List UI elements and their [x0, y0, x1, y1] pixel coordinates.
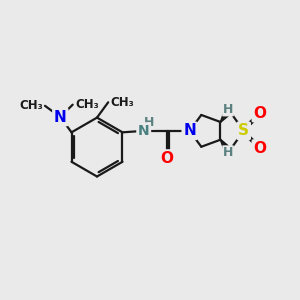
Text: H: H: [223, 103, 233, 116]
Text: H: H: [223, 146, 233, 159]
Polygon shape: [220, 140, 229, 152]
Text: N: N: [183, 123, 196, 138]
Polygon shape: [220, 110, 229, 122]
Text: H: H: [144, 116, 154, 129]
Text: CH₃: CH₃: [19, 99, 43, 112]
Text: CH₃: CH₃: [75, 98, 99, 111]
Text: O: O: [254, 106, 266, 121]
Text: CH₃: CH₃: [110, 96, 134, 109]
Text: O: O: [160, 151, 173, 166]
Text: O: O: [254, 141, 266, 156]
Text: N: N: [54, 110, 67, 124]
Text: S: S: [238, 123, 249, 138]
Text: N: N: [138, 124, 149, 138]
